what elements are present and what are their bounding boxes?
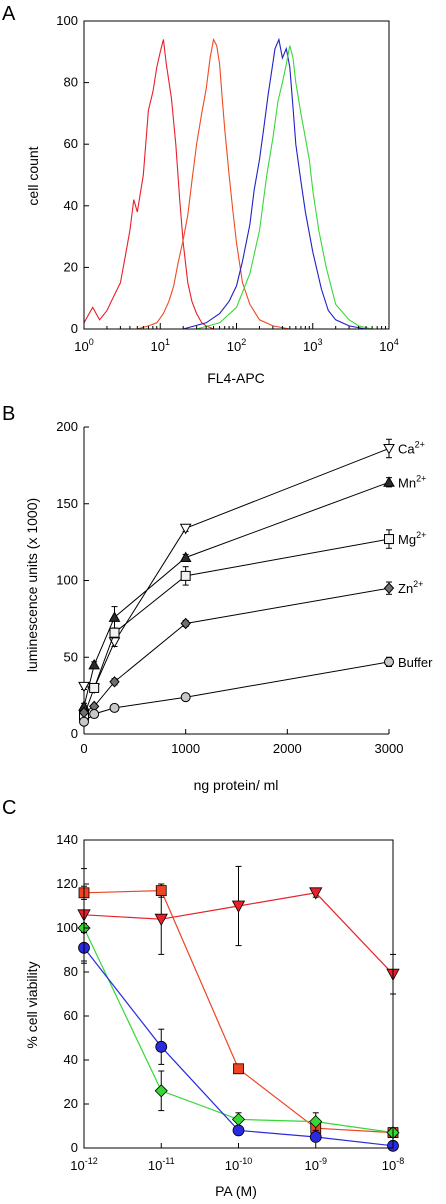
data-point <box>180 570 191 581</box>
histogram-line-2 <box>137 37 301 330</box>
chart-a-xlabel: FL4-APC <box>207 370 265 386</box>
series-line <box>83 661 390 723</box>
series-zn <box>78 581 395 719</box>
chart-c: 0 20 40 60 80 100 120 140 10-12 10-11 10-10 10-9 10-… <box>56 832 404 1173</box>
y-tick-label: 120 <box>56 876 78 891</box>
series-triangle-down <box>77 865 400 995</box>
data-point <box>155 885 167 896</box>
y-tick-label: 0 <box>71 726 78 741</box>
histogram-line-3 <box>183 37 367 330</box>
data-point <box>309 887 323 900</box>
data-point <box>88 658 101 670</box>
data-point <box>179 551 192 562</box>
x-tick-label: 2000 <box>273 741 302 756</box>
series-label-ca: Ca2+ <box>398 439 425 456</box>
x-tick-label: 10-10 <box>225 1156 252 1173</box>
y-tick-label: 80 <box>64 75 78 90</box>
x-tick-label: 104 <box>379 337 398 354</box>
x-tick-label: 101 <box>151 337 170 354</box>
plot-frame <box>83 20 390 330</box>
data-point <box>383 582 395 594</box>
data-point <box>309 1115 323 1129</box>
data-point <box>154 1084 168 1098</box>
x-tick-label: 102 <box>227 337 246 354</box>
series-ca <box>78 438 395 694</box>
data-point <box>383 476 395 487</box>
x-tick-label: 3000 <box>375 741 404 756</box>
y-tick-label: 60 <box>64 136 78 151</box>
chart-c-xlabel: PA (M) <box>215 1183 257 1199</box>
histogram-line-4 <box>196 45 382 330</box>
series-label-buffer: Buffer <box>398 655 433 670</box>
data-point <box>179 523 192 535</box>
data-point <box>384 534 394 545</box>
y-tick-label: 20 <box>64 1096 78 1111</box>
y-tick-label: 40 <box>64 1052 78 1067</box>
panel-label-a: A <box>2 3 16 25</box>
data-point <box>309 1131 322 1143</box>
panel-label-b: B <box>2 403 15 425</box>
y-tick-label: 60 <box>64 1008 78 1023</box>
data-point <box>109 702 120 713</box>
y-tick-label: 50 <box>64 649 78 664</box>
series-line <box>83 927 394 1134</box>
data-point <box>79 716 89 727</box>
panel-label-c: C <box>2 797 16 819</box>
data-point <box>154 913 168 927</box>
y-tick-label: 140 <box>56 832 78 847</box>
y-tick-label: 0 <box>71 321 78 336</box>
y-tick-label: 100 <box>56 573 78 588</box>
chart-c-ylabel: % cell viability <box>24 961 40 1048</box>
data-point <box>180 617 191 630</box>
series-diamond <box>77 921 400 1140</box>
x-tick-label: 1000 <box>171 741 200 756</box>
data-point <box>78 681 90 693</box>
data-point <box>231 1112 246 1126</box>
data-point <box>108 611 121 622</box>
x-tick-label: 10-12 <box>70 1156 97 1173</box>
y-tick-label: 150 <box>56 496 78 511</box>
series-line <box>83 448 390 689</box>
series-line <box>83 587 390 713</box>
x-tick-label: 10-8 <box>382 1156 404 1173</box>
data-point <box>155 1040 168 1053</box>
y-tick-label: 40 <box>64 198 78 213</box>
y-tick-label: 100 <box>56 13 78 28</box>
series-line <box>83 481 390 707</box>
series-line <box>83 538 390 716</box>
x-tick-label: 100 <box>74 337 93 354</box>
data-point <box>232 1124 245 1137</box>
data-point <box>180 692 191 703</box>
data-point <box>109 676 120 688</box>
series-label-mg: Mg2+ <box>398 530 426 547</box>
y-tick-label: 100 <box>56 920 78 935</box>
data-point <box>383 443 395 455</box>
data-point <box>89 682 100 693</box>
chart-a-ylabel: cell count <box>25 146 41 205</box>
x-tick-label: 10-9 <box>305 1156 327 1173</box>
x-tick-label: 0 <box>80 741 87 756</box>
chart-b-xlabel: ng protein/ ml <box>194 777 279 793</box>
data-point <box>89 709 100 720</box>
series-mg <box>79 529 394 721</box>
x-tick-label: 103 <box>303 337 322 354</box>
series-mn <box>78 476 395 711</box>
chart-b-ylabel: luminescence units (x 1000) <box>24 498 40 672</box>
series-label-mn: Mn2+ <box>398 473 426 490</box>
data-point <box>384 656 394 667</box>
y-tick-label: 80 <box>64 964 78 979</box>
y-tick-label: 0 <box>71 1140 78 1155</box>
y-tick-label: 20 <box>64 259 78 274</box>
y-tick-label: 200 <box>56 419 78 434</box>
series-buffer <box>79 656 394 727</box>
series-label-zn: Zn2+ <box>398 579 423 596</box>
chart-a: 0 20 40 60 80 100 100 101 102 103 104 <box>56 13 398 354</box>
data-point <box>231 900 246 913</box>
histogram-line-1 <box>83 39 230 330</box>
data-point <box>233 1063 244 1075</box>
x-tick-label: 10-11 <box>148 1156 175 1173</box>
data-point <box>109 627 120 638</box>
